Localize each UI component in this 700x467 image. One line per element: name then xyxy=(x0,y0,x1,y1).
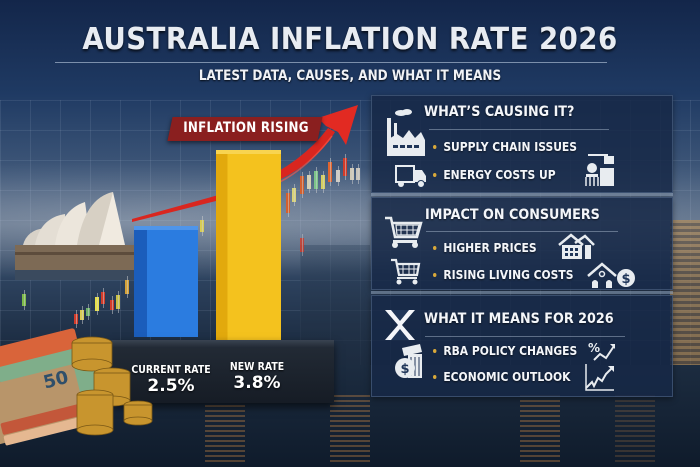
bullet-dot xyxy=(433,272,437,277)
list-item-supply-chain: SUPPLY CHAIN ISSUES xyxy=(433,139,577,154)
water-reflection xyxy=(520,395,560,465)
list-item-label: RBA POLICY CHANGES xyxy=(443,343,578,358)
factory-icon xyxy=(387,109,425,156)
list-item-label: HIGHER PRICES xyxy=(443,240,537,255)
water-reflection xyxy=(330,395,370,465)
list-item-label: RISING LIVING COSTS xyxy=(443,267,574,282)
list-item-rba-policy: RBA POLICY CHANGES xyxy=(433,343,577,358)
candlestick xyxy=(307,171,311,193)
list-item-higher-prices: HIGHER PRICES xyxy=(433,240,537,255)
rba-logo-icon xyxy=(385,310,415,340)
line-chart-up-icon xyxy=(585,364,614,391)
shopping-cart-icon xyxy=(391,258,421,285)
water-reflection xyxy=(615,395,655,465)
energy-plant-icon xyxy=(585,154,614,186)
candlestick xyxy=(321,171,325,193)
bullet-dot xyxy=(433,245,437,250)
panel-separator xyxy=(371,193,673,196)
title-divider xyxy=(55,62,607,63)
svg-text:$: $ xyxy=(621,272,630,287)
houses-icon xyxy=(558,233,595,259)
sydney-opera-house-icon xyxy=(15,192,135,280)
panel-title-consumers: IMPACT ON CONSUMERS xyxy=(425,207,600,223)
candlestick xyxy=(350,164,354,184)
candlestick xyxy=(80,306,84,324)
house-dollar-icon: $ xyxy=(587,262,635,288)
panel-divider xyxy=(425,336,625,337)
candlestick xyxy=(343,154,347,180)
new-rate: NEW RATE 3.8% xyxy=(207,360,307,393)
panel-title-outlook: WHAT IT MEANS FOR 2026 xyxy=(424,311,614,327)
list-item-label: ECONOMIC OUTLOOK xyxy=(443,369,571,384)
bullet-dot xyxy=(433,172,437,177)
candlestick xyxy=(95,293,99,315)
rate-platform xyxy=(112,340,334,403)
candlestick xyxy=(286,189,290,217)
candlestick xyxy=(101,288,105,308)
current-rate-bar xyxy=(134,226,198,337)
candlestick xyxy=(300,172,304,198)
candlestick xyxy=(200,216,204,236)
list-item-label: SUPPLY CHAIN ISSUES xyxy=(443,139,578,154)
page-title: AUSTRALIA INFLATION RATE 2026 xyxy=(82,22,618,57)
panel-separator xyxy=(371,291,673,294)
candlestick xyxy=(336,166,340,186)
bullet-dot xyxy=(433,348,437,353)
banknotes-and-coins-icon: 50 xyxy=(0,328,153,446)
delivery-truck-icon xyxy=(395,165,426,188)
candlestick xyxy=(74,310,78,328)
current-rate-value: 2.5% xyxy=(147,376,195,396)
candlestick xyxy=(300,234,304,256)
list-item-economic-outlook: ECONOMIC OUTLOOK xyxy=(433,369,570,384)
bullet-dot xyxy=(433,374,437,379)
list-item-energy-costs: ENERGY COSTS UP xyxy=(433,167,556,182)
outlook-panel xyxy=(371,295,673,397)
candlestick xyxy=(328,158,332,186)
water-reflection xyxy=(205,395,245,465)
candlestick xyxy=(86,304,90,320)
list-item-label: ENERGY COSTS UP xyxy=(443,167,556,182)
inflation-rising-label: INFLATION RISING xyxy=(183,120,309,136)
candlestick xyxy=(292,184,296,206)
bullet-dot xyxy=(433,144,437,149)
svg-text:$: $ xyxy=(400,362,409,377)
candlestick xyxy=(356,164,360,184)
candlestick xyxy=(116,291,120,313)
list-item-living-costs: RISING LIVING COSTS xyxy=(433,267,573,282)
new-rate-label: NEW RATE xyxy=(229,360,285,373)
candlestick xyxy=(110,296,114,314)
page-subtitle: LATEST DATA, CAUSES, AND WHAT IT MEANS xyxy=(198,68,502,84)
shopping-cart-icon xyxy=(385,216,423,248)
candlestick xyxy=(314,167,318,193)
new-rate-value: 3.8% xyxy=(233,373,281,393)
current-rate-label: CURRENT RATE xyxy=(131,363,211,376)
city-skyline-building xyxy=(670,220,700,370)
current-rate: CURRENT RATE 2.5% xyxy=(121,363,221,396)
percent-trend-icon: % xyxy=(588,341,615,361)
panel-divider xyxy=(429,129,609,130)
svg-text:%: % xyxy=(588,341,600,355)
bank-dollar-icon: $ xyxy=(395,344,422,378)
panel-divider xyxy=(426,231,618,232)
new-rate-bar xyxy=(216,150,281,341)
panel-title-causes: WHAT’S CAUSING IT? xyxy=(424,104,575,120)
candlestick xyxy=(125,276,129,298)
candlestick xyxy=(22,290,26,310)
